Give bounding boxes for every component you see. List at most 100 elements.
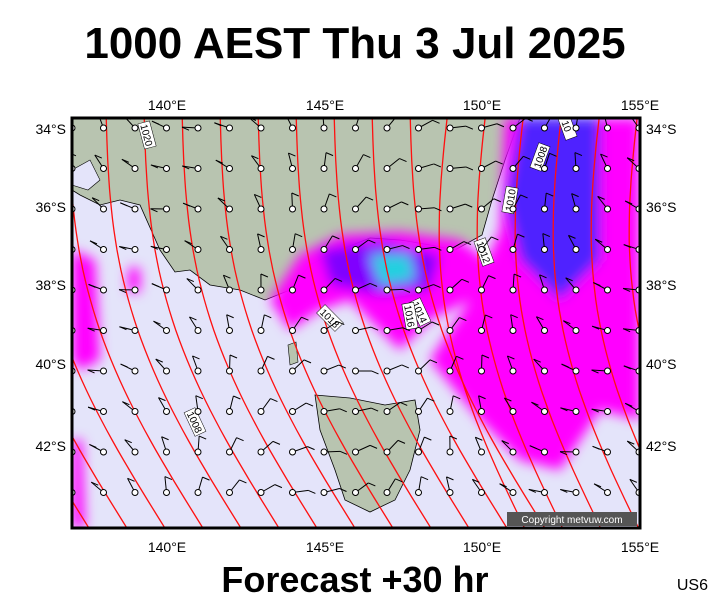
barb-feather [432,119,440,124]
station [509,165,517,172]
station [541,205,548,213]
station [226,367,233,375]
station [194,408,202,415]
barb-feather [89,240,98,245]
station [100,327,107,334]
station [257,448,265,456]
barb-feather [236,437,244,442]
station [572,327,580,334]
station [352,205,359,213]
isobar [409,118,546,528]
station [383,246,391,253]
barb-feather [325,152,334,157]
barb-feather [542,233,551,238]
barb-feather [254,193,262,198]
barb-feather [182,165,190,170]
station [572,367,580,375]
station [604,246,611,253]
barb-feather [120,363,128,368]
station [352,367,359,375]
station [194,165,202,172]
barb-feather [329,193,337,198]
station [572,489,580,496]
station [383,408,391,415]
station [100,408,107,415]
barb-feather [257,233,265,238]
barb-feather [226,314,234,319]
station [509,124,517,132]
station [289,448,296,456]
station [509,286,517,294]
barb-feather [488,275,496,280]
station [289,489,296,496]
station [478,165,485,172]
barb-feather [198,435,207,440]
barb-feather [593,483,602,488]
barb-feather [578,112,585,115]
barb-feather [220,235,228,240]
barb-feather [334,277,343,282]
station [289,246,296,253]
station [446,205,454,213]
isobar [476,118,564,528]
barb-feather [624,200,633,205]
barb-feather [507,355,515,360]
station [415,327,422,334]
barb-feather [89,444,97,448]
axis-labels: 140°E 140°E 145°E 145°E 150°E 150°E 155°E 155°E… [35,97,676,555]
station [572,286,580,294]
barb-feather [593,282,601,287]
barb-feather [368,482,376,487]
isobar-label: 1010 [504,188,519,212]
barb-feather [371,370,379,375]
station [131,246,139,253]
barb-feather [472,478,480,483]
barb-feather [529,445,537,450]
lat-label-left: 34°S [35,121,66,137]
barb-feather [433,163,442,168]
barb-feather [223,274,231,279]
precipitation [72,118,640,528]
barb-feather [627,440,635,445]
barb-feather [288,152,296,157]
station [131,327,139,334]
station [163,205,170,213]
barb-feather [475,436,483,441]
station [478,367,485,375]
station [572,205,580,213]
lon-label-top: 150°E [463,97,501,113]
barb-feather [446,476,454,481]
map-area: 1020101008101010121014101610181008 Copyr… [72,110,711,540]
barb-feather [449,435,458,440]
station [100,489,107,496]
station [446,286,454,294]
station [352,286,359,294]
barb-feather [87,369,95,374]
barb-feather [72,112,79,115]
barb-feather [565,277,573,282]
station [163,327,170,334]
barb-feather [305,402,314,407]
barb-feather [217,197,226,202]
isobar [72,355,166,528]
station [352,246,359,253]
station [509,367,517,375]
barb-feather [98,113,105,116]
barb-feather [456,355,464,360]
barb-feather [151,283,160,288]
station [100,448,107,456]
isobar [667,110,711,540]
barb-feather [239,479,247,484]
station [446,124,454,132]
barb-feather [626,157,635,162]
station [604,286,611,294]
station [320,408,328,415]
isobar-label-box [401,301,419,331]
lat-label-right: 38°S [646,277,677,293]
station [352,327,359,334]
station [509,489,517,496]
station [257,489,265,496]
station [289,205,296,213]
station [541,124,548,132]
